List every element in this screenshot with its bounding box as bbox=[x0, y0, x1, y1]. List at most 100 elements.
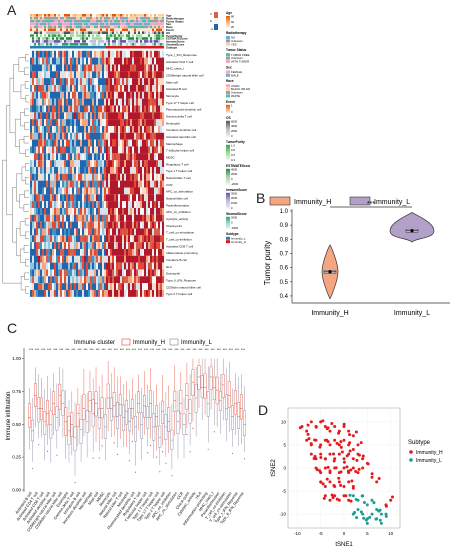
heatmap-cell bbox=[68, 64, 71, 72]
heatmap-cell bbox=[50, 248, 53, 256]
heatmap-cell bbox=[102, 78, 105, 86]
heatmap-cell bbox=[30, 269, 33, 277]
annotation-cell bbox=[72, 31, 75, 34]
heatmap-cell bbox=[150, 105, 153, 113]
heatmap-cell bbox=[120, 228, 123, 236]
heatmap-cell bbox=[44, 289, 47, 297]
tsne-point-h bbox=[339, 470, 343, 474]
heatmap-cell bbox=[96, 194, 99, 202]
heatmap-cell bbox=[128, 289, 131, 297]
heatmap-cell bbox=[66, 269, 69, 277]
heatmap-cell bbox=[110, 71, 113, 79]
legend-group-title: ESTIMATEScore bbox=[226, 164, 250, 168]
heatmap-cell bbox=[48, 84, 51, 92]
heatmap-cell bbox=[80, 248, 83, 256]
heatmap-cell bbox=[78, 228, 81, 236]
annotation-cell bbox=[60, 34, 63, 37]
heatmap-cell bbox=[116, 166, 119, 174]
tsne-y-tick-label: 0 bbox=[283, 466, 286, 471]
annotation-cell bbox=[70, 45, 73, 49]
annotation-cell bbox=[46, 37, 49, 40]
heatmap-cell bbox=[62, 146, 65, 154]
heatmap-cell bbox=[112, 98, 115, 106]
heatmap-cell bbox=[158, 180, 161, 188]
heatmap-cell bbox=[140, 153, 143, 161]
heatmap-cell bbox=[116, 50, 119, 58]
heatmap-cell bbox=[138, 289, 141, 297]
heatmap-cell bbox=[154, 201, 157, 209]
heatmap-cell bbox=[52, 255, 55, 263]
heatmap-cell bbox=[136, 139, 139, 147]
heatmap-cell bbox=[158, 71, 161, 79]
heatmap-cell bbox=[84, 78, 87, 86]
heatmap-cell bbox=[44, 235, 47, 243]
heatmap-cell bbox=[154, 180, 157, 188]
annotation-cell bbox=[78, 45, 81, 49]
heatmap-cell bbox=[106, 166, 109, 174]
heatmap-cell bbox=[88, 57, 91, 65]
heatmap-cell bbox=[140, 283, 143, 291]
tsne-point-h bbox=[332, 459, 336, 463]
heatmap-cell bbox=[128, 112, 131, 120]
heatmap-cell bbox=[112, 71, 115, 79]
annotation-cell bbox=[94, 19, 97, 23]
heatmap-cell bbox=[150, 119, 153, 127]
annotation-cell bbox=[142, 28, 145, 32]
tsne-y-tick-label: 10 bbox=[281, 419, 287, 424]
annotation-cell bbox=[136, 45, 139, 49]
heatmap-row-label: HLA bbox=[166, 265, 172, 269]
heatmap-cell bbox=[58, 269, 61, 277]
annotation-cell bbox=[146, 40, 149, 43]
heatmap-cell bbox=[98, 91, 101, 99]
boxplot-box-h bbox=[143, 394, 146, 418]
heatmap-cell bbox=[70, 153, 73, 161]
heatmap-row-label: Activated B cell bbox=[166, 87, 187, 91]
heatmap-cell bbox=[114, 153, 117, 161]
heatmap-cell bbox=[146, 57, 149, 65]
heatmap-cell bbox=[52, 248, 55, 256]
heatmap-cell bbox=[32, 248, 35, 256]
heatmap-cell bbox=[74, 166, 77, 174]
heatmap-cell bbox=[90, 269, 93, 277]
heatmap-cell bbox=[62, 91, 65, 99]
heatmap-cell bbox=[110, 64, 113, 72]
heatmap-cell bbox=[58, 112, 61, 120]
heatmap-cell bbox=[60, 173, 63, 181]
heatmap-cell bbox=[128, 180, 131, 188]
annotation-cell bbox=[106, 14, 109, 17]
annotation-cell bbox=[98, 34, 101, 37]
heatmap-cell bbox=[94, 255, 97, 263]
heatmap-cell bbox=[56, 160, 59, 168]
heatmap-cell bbox=[104, 276, 107, 284]
heatmap-cell bbox=[154, 119, 157, 127]
annotation-cell bbox=[122, 14, 125, 17]
heatmap-cell bbox=[94, 98, 97, 106]
annotation-cell bbox=[68, 25, 71, 29]
heatmap-cell bbox=[54, 119, 57, 127]
heatmap-cell bbox=[112, 153, 115, 161]
annotation-cell bbox=[104, 14, 107, 17]
heatmap-cell bbox=[54, 221, 57, 229]
legend-swatch bbox=[226, 87, 230, 91]
heatmap-cell bbox=[62, 262, 65, 270]
annotation-cell bbox=[130, 37, 133, 40]
heatmap-cell bbox=[132, 119, 135, 127]
annotation-cell bbox=[156, 34, 159, 37]
heatmap-cell bbox=[36, 201, 39, 209]
heatmap-cell bbox=[72, 71, 75, 79]
heatmap-cell bbox=[30, 248, 33, 256]
heatmap-cell bbox=[36, 64, 39, 72]
heatmap-row-label: Eosinophil bbox=[166, 272, 180, 276]
boxplot-outlier bbox=[98, 457, 100, 459]
heatmap-cell bbox=[78, 71, 81, 79]
heatmap-cell bbox=[44, 187, 47, 195]
heatmap-cell bbox=[152, 166, 155, 174]
annotation-cell bbox=[78, 19, 81, 23]
boxplot-significance-star: *** bbox=[205, 348, 210, 352]
heatmap-legend: 40-4Age806020RadiotherapyNOUnknownYESTum… bbox=[210, 11, 250, 244]
heatmap-cell bbox=[142, 112, 145, 120]
heatmap-cell bbox=[126, 91, 129, 99]
heatmap-cell bbox=[110, 119, 113, 127]
heatmap-cell bbox=[78, 201, 81, 209]
legend-item-label: WHITE bbox=[231, 94, 240, 98]
